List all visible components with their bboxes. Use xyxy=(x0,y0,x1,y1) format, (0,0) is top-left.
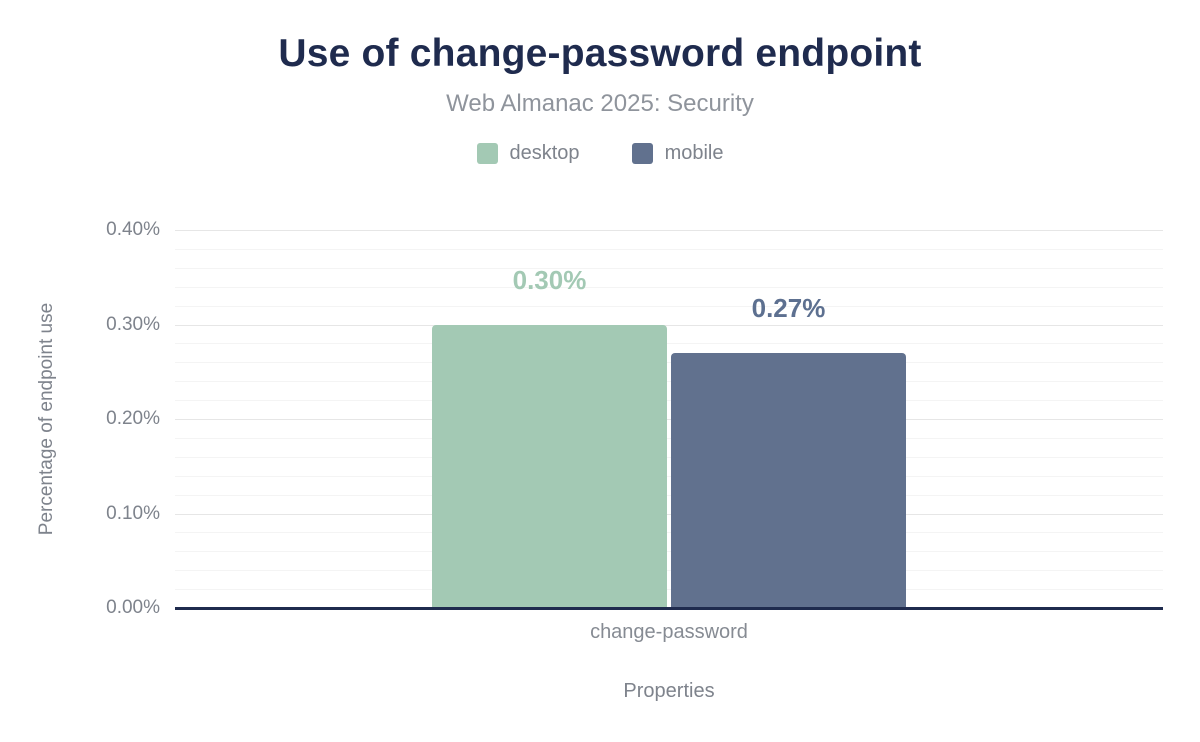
bar-value-label-desktop: 0.30% xyxy=(512,264,587,295)
major-gridline xyxy=(175,324,1163,326)
plot-area: 0.00% 0.10% 0.20% 0.30% 0.40% 0.30% 0.27% cha… xyxy=(106,219,1163,702)
minor-gridline xyxy=(175,400,1163,402)
chart-title: Use of change-password endpoint xyxy=(278,32,922,75)
major-gridline xyxy=(175,513,1163,515)
legend-label-mobile: mobile xyxy=(664,142,724,164)
minor-gridline xyxy=(175,267,1163,269)
minor-gridline xyxy=(175,475,1163,477)
minor-gridline xyxy=(175,456,1163,458)
desktop-swatch-icon xyxy=(476,143,498,164)
legend-item-mobile[interactable]: mobile xyxy=(631,142,724,165)
major-gridline xyxy=(175,419,1163,420)
major-gridline xyxy=(175,230,1163,231)
minor-gridline xyxy=(175,343,1163,345)
y-axis-tick-label: 0.30% xyxy=(106,313,160,335)
minor-gridline xyxy=(175,532,1163,534)
minor-gridline xyxy=(175,494,1163,496)
minor-gridline xyxy=(175,437,1163,439)
minor-gridline xyxy=(175,570,1163,572)
x-axis-line xyxy=(175,607,1163,610)
minor-gridline xyxy=(175,551,1163,553)
y-axis-tick-label: 0.10% xyxy=(106,502,160,524)
chart-subtitle: Web Almanac 2025: Security xyxy=(446,90,754,117)
legend-label-desktop: desktop xyxy=(509,142,580,164)
y-axis-title: Percentage of endpoint use xyxy=(36,302,57,536)
bar-desktop[interactable] xyxy=(432,324,667,608)
minor-gridline xyxy=(175,589,1163,591)
y-axis-tick-label: 0.40% xyxy=(106,219,160,240)
minor-gridline xyxy=(175,286,1163,288)
minor-gridline xyxy=(175,248,1163,250)
mobile-swatch-icon xyxy=(631,143,653,164)
bar-mobile[interactable] xyxy=(671,352,906,608)
x-axis-category-label: change-password xyxy=(590,621,748,643)
legend: desktop mobile xyxy=(0,142,1200,165)
x-axis-title: Properties xyxy=(623,680,715,702)
y-axis-tick-label: 0.00% xyxy=(106,597,160,618)
minor-gridline xyxy=(175,362,1163,364)
legend-item-desktop[interactable]: desktop xyxy=(476,142,580,165)
bar-value-label-mobile: 0.27% xyxy=(751,292,826,323)
minor-gridline xyxy=(175,305,1163,307)
minor-gridline xyxy=(175,381,1163,383)
y-axis-tick-label: 0.20% xyxy=(106,408,160,429)
